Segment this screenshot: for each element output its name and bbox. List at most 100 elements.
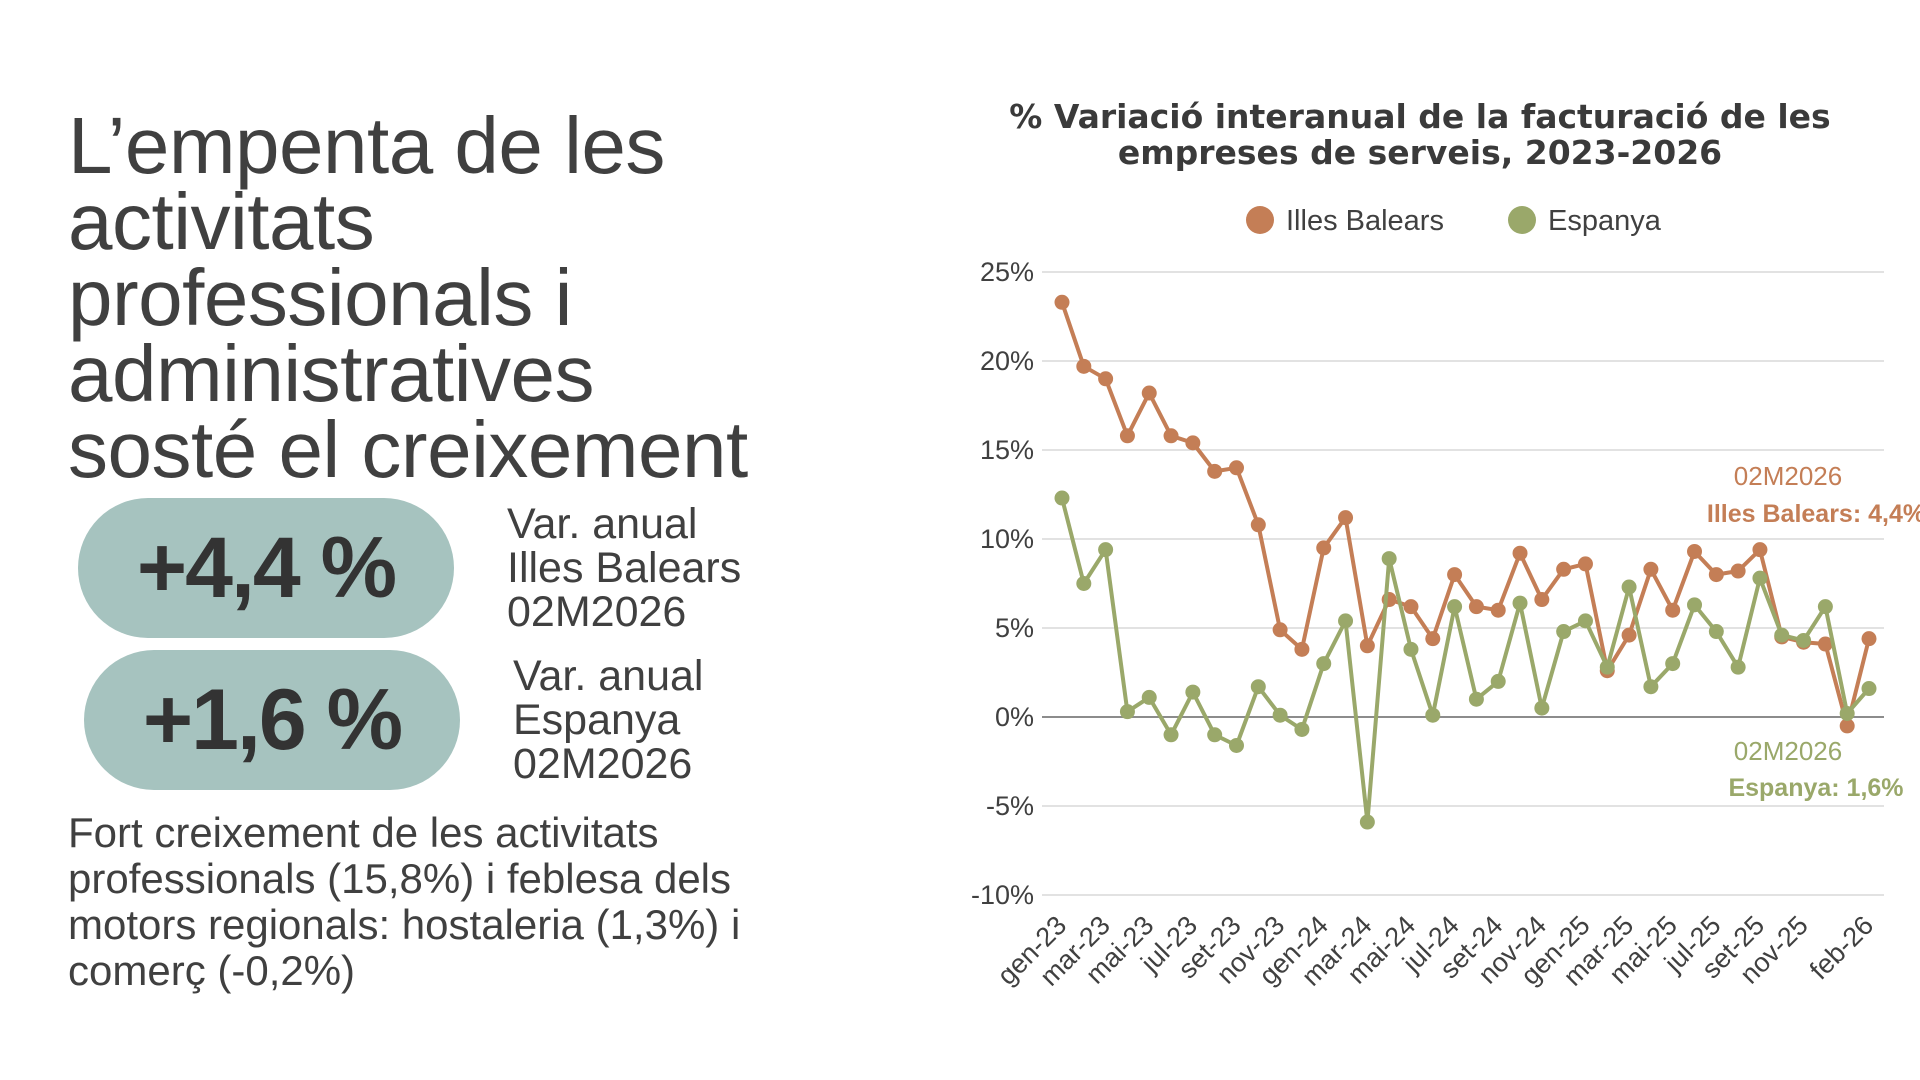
kpi-label-line: 02M2026: [513, 740, 693, 788]
data-point: [1512, 545, 1528, 561]
data-point: [1599, 659, 1615, 675]
data-point: [1796, 632, 1812, 648]
data-point: [1338, 613, 1354, 629]
summary-line: Fort creixement de les activitats: [68, 809, 659, 856]
data-point: [1665, 602, 1681, 618]
data-point: [1294, 721, 1310, 737]
data-point: [1708, 567, 1724, 583]
kpi-balears-label: Var. anual Illes Balears 02M2026: [507, 502, 741, 634]
line-chart: % Variació interanual de la facturació d…: [971, 97, 1920, 992]
data-point: [1490, 602, 1506, 618]
data-point: [1250, 517, 1266, 533]
data-point: [1403, 599, 1419, 615]
data-point: [1228, 460, 1244, 476]
headline-line: professionals i: [68, 253, 572, 342]
annotation-value: Espanya: 1,6%: [1728, 774, 1903, 802]
data-point: [1076, 576, 1092, 591]
data-point: [1817, 636, 1833, 652]
data-point: [1621, 627, 1637, 643]
data-point: [1643, 561, 1659, 577]
data-point: [1054, 294, 1070, 310]
data-point: [1098, 542, 1114, 558]
data-point: [1338, 510, 1354, 526]
data-point: [1054, 490, 1070, 506]
data-point: [1359, 638, 1375, 654]
y-tick-label: 25%: [980, 257, 1034, 287]
data-point: [1425, 707, 1441, 723]
headline: L’empenta de les activitats professional…: [68, 101, 908, 494]
annotation-date: 02M2026: [1734, 461, 1842, 491]
data-point: [1447, 567, 1463, 583]
legend-marker: [1246, 206, 1274, 234]
summary-line: professionals (15,8%) i feblesa dels: [68, 855, 732, 902]
data-point: [1468, 691, 1484, 707]
data-point: [1119, 428, 1135, 444]
data-point: [1621, 579, 1637, 595]
data-point: [1207, 727, 1223, 743]
data-point: [1468, 599, 1484, 615]
summary-text: Fort creixement de les activitats profes…: [68, 810, 898, 994]
data-point: [1447, 599, 1463, 615]
data-point: [1708, 624, 1724, 640]
chart-container: % Variació interanual de la facturació d…: [940, 90, 1920, 1080]
chart-title: empreses de serveis, 2023-2026: [1118, 133, 1722, 172]
data-point: [1294, 641, 1310, 657]
data-point: [1141, 385, 1157, 401]
data-point: [1098, 371, 1114, 387]
y-tick-label: -10%: [971, 880, 1034, 910]
data-point: [1687, 543, 1703, 559]
data-point: [1512, 595, 1528, 611]
headline-line: administratives: [68, 329, 595, 418]
y-tick-label: 20%: [980, 346, 1034, 376]
y-tick-label: -5%: [986, 791, 1034, 821]
legend-label: Illes Balears: [1286, 205, 1444, 237]
data-point: [1119, 704, 1135, 720]
headline-line: L’empenta de les: [68, 101, 665, 190]
data-point: [1316, 540, 1332, 556]
data-point: [1861, 681, 1877, 697]
kpi-label-line: 02M2026: [507, 588, 687, 636]
data-point: [1425, 631, 1441, 647]
kpi-label-line: Illes Balears: [507, 544, 742, 592]
data-point: [1250, 679, 1266, 695]
kpi-balears-value: +4,4 %: [78, 498, 454, 638]
headline-line: sosté el creixement: [68, 405, 748, 494]
x-tick-label: feb-26: [1804, 910, 1879, 985]
data-point: [1577, 613, 1593, 629]
data-point: [1403, 641, 1419, 657]
data-point: [1163, 727, 1179, 743]
y-tick-label: 10%: [980, 524, 1034, 554]
data-point: [1272, 622, 1288, 638]
data-point: [1185, 684, 1201, 700]
data-point: [1228, 737, 1244, 753]
data-point: [1687, 597, 1703, 613]
annotation-date: 02M2026: [1734, 736, 1842, 766]
data-point: [1359, 814, 1375, 830]
y-tick-label: 0%: [995, 702, 1034, 732]
data-point: [1272, 707, 1288, 723]
y-tick-label: 15%: [980, 435, 1034, 465]
data-point: [1861, 631, 1877, 647]
kpi-espanya-label: Var. anual Espanya 02M2026: [513, 654, 703, 786]
data-point: [1185, 435, 1201, 451]
data-point: [1076, 358, 1092, 374]
data-point: [1774, 627, 1790, 643]
summary-line: motors regionals: hostaleria (1,3%) i: [68, 901, 741, 948]
kpi-label-line: Var. anual: [507, 500, 698, 548]
data-point: [1839, 718, 1855, 734]
data-point: [1381, 551, 1397, 567]
data-point: [1556, 561, 1572, 577]
data-point: [1643, 679, 1659, 695]
chart-title: % Variació interanual de la facturació d…: [1009, 97, 1830, 136]
data-point: [1534, 700, 1550, 716]
data-point: [1490, 673, 1506, 689]
data-point: [1534, 592, 1550, 608]
legend-marker: [1508, 206, 1536, 234]
data-point: [1316, 656, 1332, 672]
kpi-label-line: Espanya: [513, 696, 681, 744]
data-point: [1839, 705, 1855, 721]
kpi-label-line: Var. anual: [513, 652, 704, 700]
data-point: [1577, 556, 1593, 572]
annotation-value: Illes Balears: 4,4%: [1707, 500, 1920, 528]
data-point: [1730, 659, 1746, 675]
